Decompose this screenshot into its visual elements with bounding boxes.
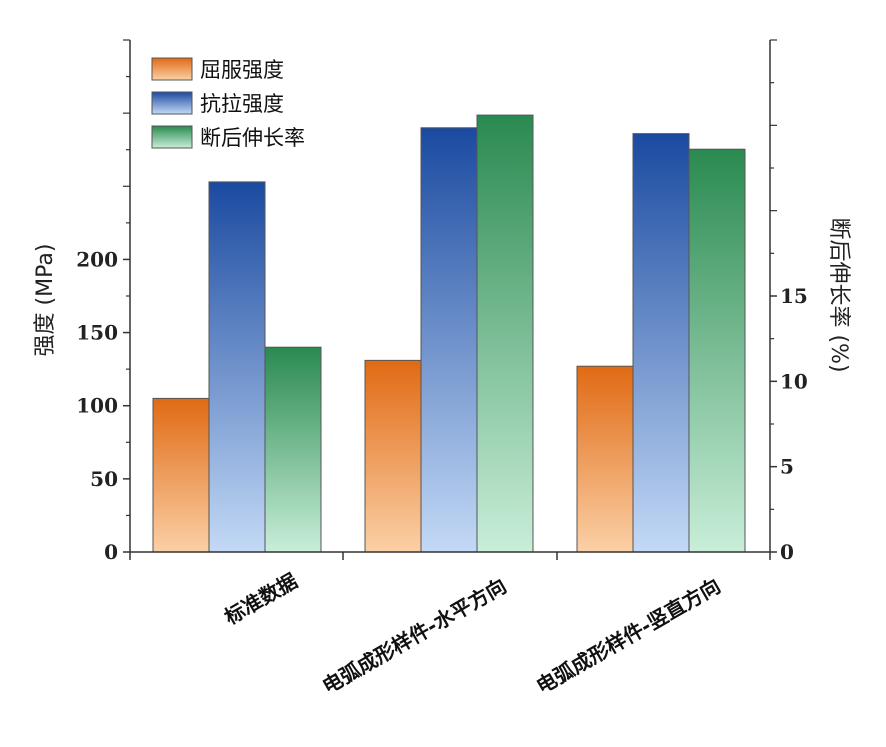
y2-tick-label: 5 — [780, 455, 794, 479]
bars-group — [152, 114, 746, 553]
legend-swatch — [151, 57, 193, 81]
bar-屈服强度-2 — [576, 365, 634, 553]
bar-抗拉强度-2 — [632, 133, 690, 553]
bar-抗拉强度-0 — [208, 181, 266, 553]
legend-swatch — [151, 125, 193, 149]
y-tick-label: 100 — [76, 394, 118, 418]
legend-label: 屈服强度 — [200, 58, 284, 82]
bar-断后伸长率-2 — [688, 148, 746, 553]
category-labels: 标准数据 电弧成形样件-水平方向 电弧成形样件-竖直方向 — [220, 569, 724, 699]
y2-tick-label: 10 — [780, 369, 808, 393]
bar-断后伸长率-1 — [476, 114, 534, 553]
category-label: 标准数据 — [220, 569, 301, 630]
bar-抗拉强度-1 — [420, 127, 478, 553]
y2-axis-title: 断后伸长率 (%) — [826, 217, 851, 372]
y-tick-label: 50 — [90, 467, 118, 491]
y2-tick-label: 15 — [780, 284, 808, 308]
y-tick-label: 200 — [76, 247, 118, 271]
y2-tick-label: 0 — [780, 540, 794, 564]
bar-屈服强度-0 — [152, 397, 210, 553]
y-axis-title: 强度 (MPa) — [33, 244, 58, 357]
legend-swatch — [151, 91, 193, 115]
category-label: 电弧成形样件-水平方向 — [318, 574, 510, 699]
ticks-group: 0 50 100 150 200 0 5 10 15 — [76, 39, 808, 564]
y-tick-label: 150 — [76, 321, 118, 345]
legend-label: 抗拉强度 — [200, 92, 284, 116]
bar-断后伸长率-0 — [264, 346, 322, 553]
y-tick-label: 0 — [104, 540, 118, 564]
category-label: 电弧成形样件-竖直方向 — [532, 574, 724, 699]
bar-屈服强度-1 — [364, 359, 422, 553]
legend-label: 断后伸长率 — [200, 126, 305, 150]
